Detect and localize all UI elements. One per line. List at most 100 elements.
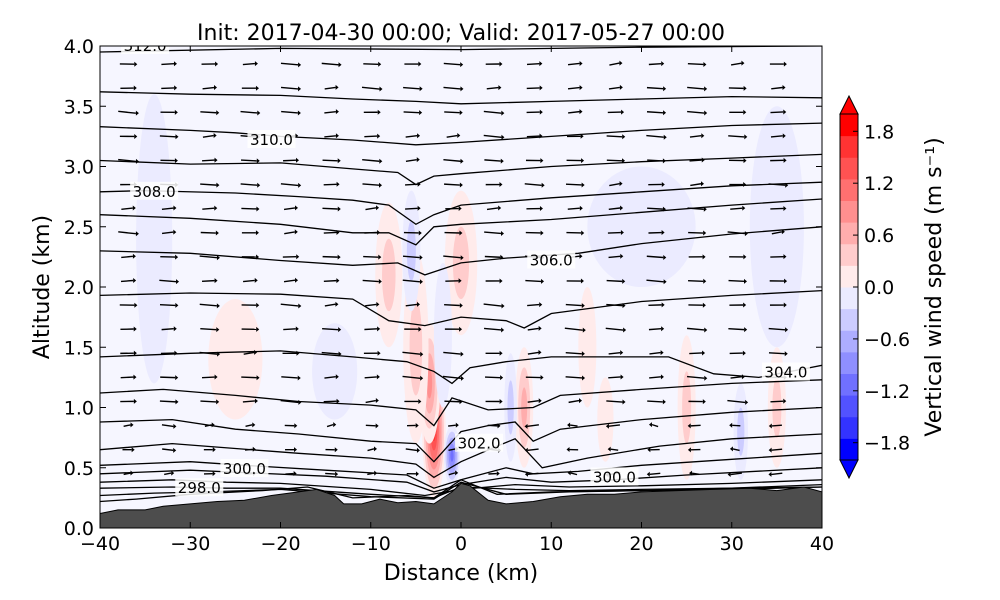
wind-vector xyxy=(689,135,702,138)
wind-vector-head xyxy=(663,254,667,260)
wind-vector-head xyxy=(622,303,626,309)
wind-vector-head xyxy=(460,255,464,261)
wind-vector xyxy=(240,183,258,186)
wind-vector-head xyxy=(539,206,543,212)
colorbar-segment xyxy=(840,178,858,201)
wind-vector-head xyxy=(500,230,504,236)
wind-vector xyxy=(484,159,501,162)
wind-vector-head xyxy=(335,133,339,139)
wind-vector xyxy=(283,159,297,162)
wind-vector-head xyxy=(496,471,500,477)
wind-vector xyxy=(281,376,298,379)
wind-vector-head xyxy=(783,205,787,211)
wind-vector-head xyxy=(579,109,583,115)
contour-label: 306.0 xyxy=(530,251,573,269)
wind-vector-head xyxy=(418,326,422,332)
w-feature-16 xyxy=(136,94,173,384)
wind-vector-head xyxy=(174,109,178,115)
wind-vector xyxy=(486,86,499,90)
wind-vector-head xyxy=(214,374,218,380)
wind-vector-head xyxy=(419,279,423,285)
colorbar-segment xyxy=(840,351,858,374)
wind-vector-head xyxy=(378,61,382,67)
y-axis: 0.0 0.5 1.0 1.5 2.0 2.5 3.0 3.5 4.0 xyxy=(64,36,822,540)
wind-vector xyxy=(526,135,540,138)
wind-vector xyxy=(202,134,214,138)
colorbar-tick-label: −1.2 xyxy=(864,381,910,403)
contour-label: 302.0 xyxy=(458,435,501,453)
wind-vector xyxy=(442,375,462,380)
wind-vector xyxy=(730,376,743,379)
wind-vector-head xyxy=(660,374,664,380)
wind-vector-head xyxy=(211,422,215,428)
wind-vector xyxy=(768,183,786,186)
wind-vector xyxy=(646,86,664,90)
contour-label-bg xyxy=(220,458,269,477)
wind-vector-head xyxy=(335,301,339,307)
wind-vector-head xyxy=(538,349,542,355)
colorbar-segment xyxy=(840,373,858,396)
wind-vector xyxy=(161,424,174,428)
wind-vector-head xyxy=(727,472,731,478)
wind-vector xyxy=(770,111,784,114)
wind-vector xyxy=(367,472,375,476)
wind-vector-head xyxy=(703,61,707,67)
y-tick-label: 2.0 xyxy=(64,277,94,299)
wind-vector xyxy=(730,207,743,210)
colorbar-segment xyxy=(840,287,858,310)
wind-vector xyxy=(444,400,460,403)
wind-vector xyxy=(687,86,705,90)
wind-vector-head xyxy=(255,85,259,91)
wind-vector-head xyxy=(212,447,216,453)
colorbar-segment xyxy=(840,114,858,137)
wind-vector-head xyxy=(216,255,220,261)
wind-vector xyxy=(771,424,782,427)
wind-vector-head xyxy=(784,351,788,357)
wind-vector-head xyxy=(336,398,340,404)
wind-vector xyxy=(202,159,215,162)
colorbar-tick-label: 0.6 xyxy=(864,225,894,247)
wind-vector xyxy=(728,328,745,331)
wind-vector xyxy=(687,62,704,66)
wind-vector-head xyxy=(539,302,543,308)
wind-vector-head xyxy=(783,109,787,115)
wind-vector-head xyxy=(703,206,707,212)
wind-vector xyxy=(689,352,703,355)
contour-label: 298.0 xyxy=(178,479,221,497)
wind-vector xyxy=(159,279,177,283)
wind-vector xyxy=(567,207,580,210)
wind-vector xyxy=(768,327,786,331)
wind-vector xyxy=(484,255,501,258)
y-tick-label: 1.0 xyxy=(64,398,94,420)
wind-vector-head xyxy=(418,230,422,236)
wind-vector-head xyxy=(540,375,544,381)
wind-vector xyxy=(483,327,502,331)
wind-vector xyxy=(646,111,664,114)
wind-vector-head xyxy=(729,422,733,428)
wind-vector-head xyxy=(338,327,342,333)
wind-vector-head xyxy=(215,61,219,67)
wind-vector xyxy=(364,376,377,379)
wind-vector-head xyxy=(254,61,258,67)
wind-vector-head xyxy=(175,375,179,381)
wind-vector-head xyxy=(336,181,340,187)
wind-vector xyxy=(728,279,745,283)
wind-vector-head xyxy=(377,109,381,115)
wind-vector-head xyxy=(335,84,339,90)
colorbar-extend-bottom xyxy=(839,459,859,480)
wind-vector-head xyxy=(541,182,545,188)
wind-vector-head xyxy=(134,61,138,67)
wind-vector-head xyxy=(539,85,543,91)
wind-vector-head xyxy=(663,279,667,285)
colorbar-tick-label: 1.8 xyxy=(864,121,894,143)
wind-vector-head xyxy=(298,303,302,309)
wind-vector xyxy=(280,86,299,90)
wind-vector-head xyxy=(743,302,747,308)
wind-vector-head xyxy=(619,60,623,66)
colorbar-segment xyxy=(840,200,858,223)
wind-vector-head xyxy=(743,254,747,260)
wind-vector-head xyxy=(622,399,626,405)
wind-vector xyxy=(448,424,456,427)
wind-vector-head xyxy=(173,205,177,211)
wind-vector-head xyxy=(783,254,787,260)
